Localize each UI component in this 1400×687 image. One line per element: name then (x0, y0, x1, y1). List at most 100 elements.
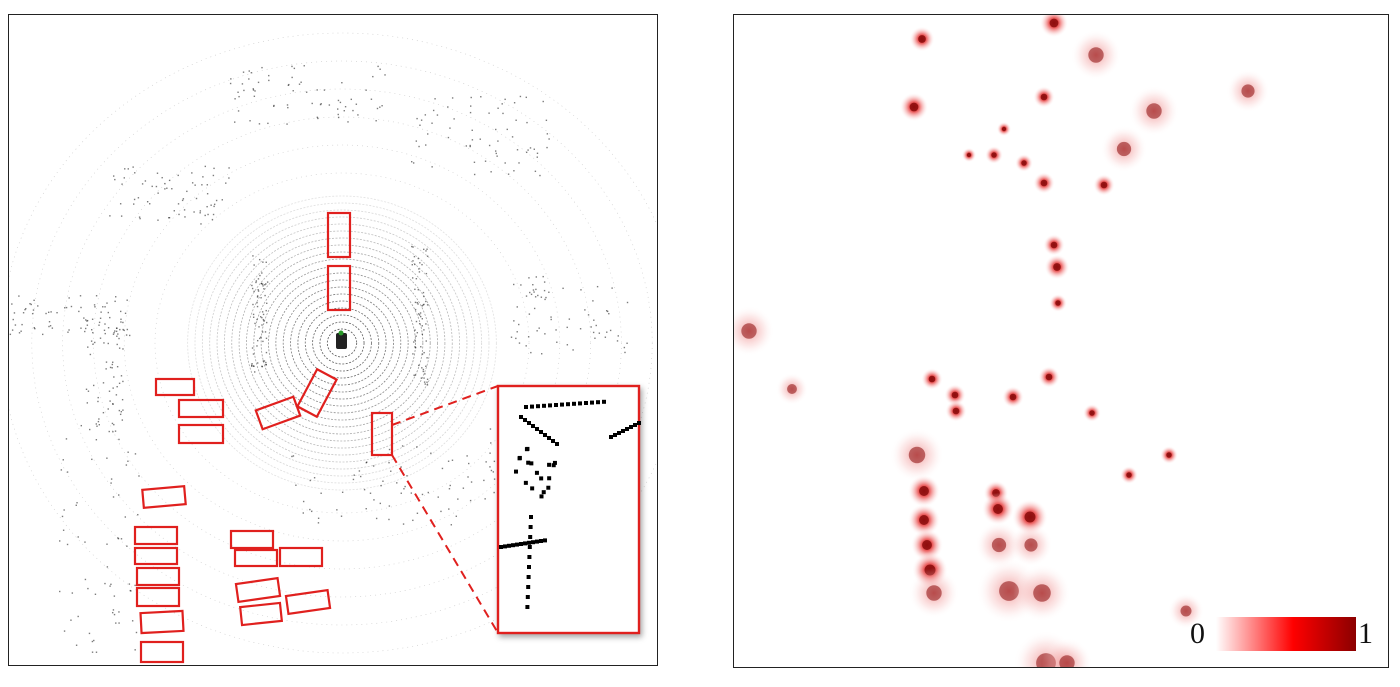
lidar-point (400, 466, 402, 468)
lidar-point (513, 283, 515, 286)
lidar-point (86, 324, 89, 326)
lidar-point (115, 330, 118, 333)
inset-point (523, 418, 527, 422)
lidar-point (86, 319, 89, 322)
heat-core (909, 102, 919, 112)
lidar-point (616, 340, 619, 342)
inset-point (555, 442, 559, 446)
inset-point (543, 538, 547, 543)
lidar-point (206, 193, 209, 195)
lidar-point (21, 323, 23, 326)
lidar-point (118, 337, 120, 340)
lidar-point (67, 331, 69, 333)
lidar-point (266, 302, 268, 305)
lidar-point (103, 342, 105, 344)
lidar-point (543, 281, 546, 283)
lidar-point (533, 307, 536, 310)
lidar-point (112, 403, 114, 405)
lidar-point (336, 108, 339, 110)
lidar-point (120, 411, 123, 413)
lidar-point (412, 246, 414, 248)
lidar-point (609, 329, 612, 332)
inset-point (535, 539, 539, 544)
lidar-point (120, 375, 123, 377)
lidar-point (426, 381, 428, 383)
lidar-point (149, 203, 151, 205)
lidar-point (533, 148, 535, 150)
lidar-point (261, 316, 263, 319)
lidar-point (230, 78, 232, 80)
lidar-point (183, 209, 186, 211)
scan-ring (326, 328, 358, 358)
lidar-point (248, 70, 250, 72)
inset-point (625, 427, 629, 431)
lidar-point (416, 512, 419, 514)
lidar-point (126, 328, 129, 331)
lidar-point (12, 318, 14, 321)
heat-core (1021, 160, 1027, 166)
lidar-point (241, 83, 244, 85)
lidar-point (544, 298, 546, 301)
lidar-point (118, 622, 120, 624)
inset-point (609, 435, 613, 439)
lidar-point (515, 337, 517, 340)
point-cloud-canvas (9, 32, 657, 664)
lidar-point (319, 103, 322, 106)
lidar-point (426, 384, 429, 386)
lidar-point (530, 293, 533, 296)
lidar-point (532, 289, 535, 291)
lidar-point (469, 144, 471, 147)
lidar-point (25, 307, 27, 310)
lidar-point (414, 346, 416, 348)
scan-ring (253, 258, 431, 428)
lidar-point (525, 151, 528, 154)
lidar-point (85, 319, 87, 321)
lidar-point (256, 301, 258, 304)
inset-point (539, 494, 544, 499)
lidar-point (94, 593, 97, 595)
scan-ring (312, 314, 372, 372)
lidar-point (479, 138, 481, 140)
lidar-point (122, 321, 124, 324)
lidar-point (112, 361, 114, 363)
lidar-point (132, 166, 134, 168)
lidar-point (590, 326, 592, 328)
lidar-point (133, 203, 135, 205)
lidar-point (541, 353, 543, 355)
lidar-point (114, 178, 116, 181)
lidar-point (122, 409, 124, 411)
lidar-point (507, 173, 510, 175)
lidar-point (206, 205, 208, 208)
lidar-point (534, 296, 537, 298)
lidar-point (228, 177, 230, 179)
lidar-point (171, 188, 173, 190)
lidar-point (426, 378, 429, 381)
lidar-point (424, 383, 426, 385)
heat-core (951, 391, 959, 399)
lidar-point (105, 368, 107, 370)
lidar-point (260, 282, 263, 285)
inset-point (541, 490, 546, 495)
lidar-point (447, 106, 449, 108)
inset-point (515, 542, 519, 547)
lidar-point (414, 301, 417, 304)
lidar-point (421, 263, 423, 266)
lidar-point (414, 288, 416, 291)
lidar-point (251, 287, 254, 290)
lidar-point (261, 365, 263, 368)
lidar-point (352, 109, 354, 112)
lidar-point (449, 127, 451, 129)
scan-ring (209, 216, 475, 470)
lidar-point (116, 385, 118, 388)
lidar-point (125, 334, 128, 336)
lidar-point (116, 335, 118, 337)
scan-ring (246, 251, 438, 435)
lidar-point (256, 345, 258, 347)
heat-core (1033, 584, 1051, 602)
inset-point (539, 539, 543, 543)
lidar-point (48, 325, 50, 328)
lidar-point (375, 120, 377, 122)
lidar-point (193, 211, 195, 213)
lidar-point (404, 485, 406, 488)
lidar-point (489, 452, 491, 454)
